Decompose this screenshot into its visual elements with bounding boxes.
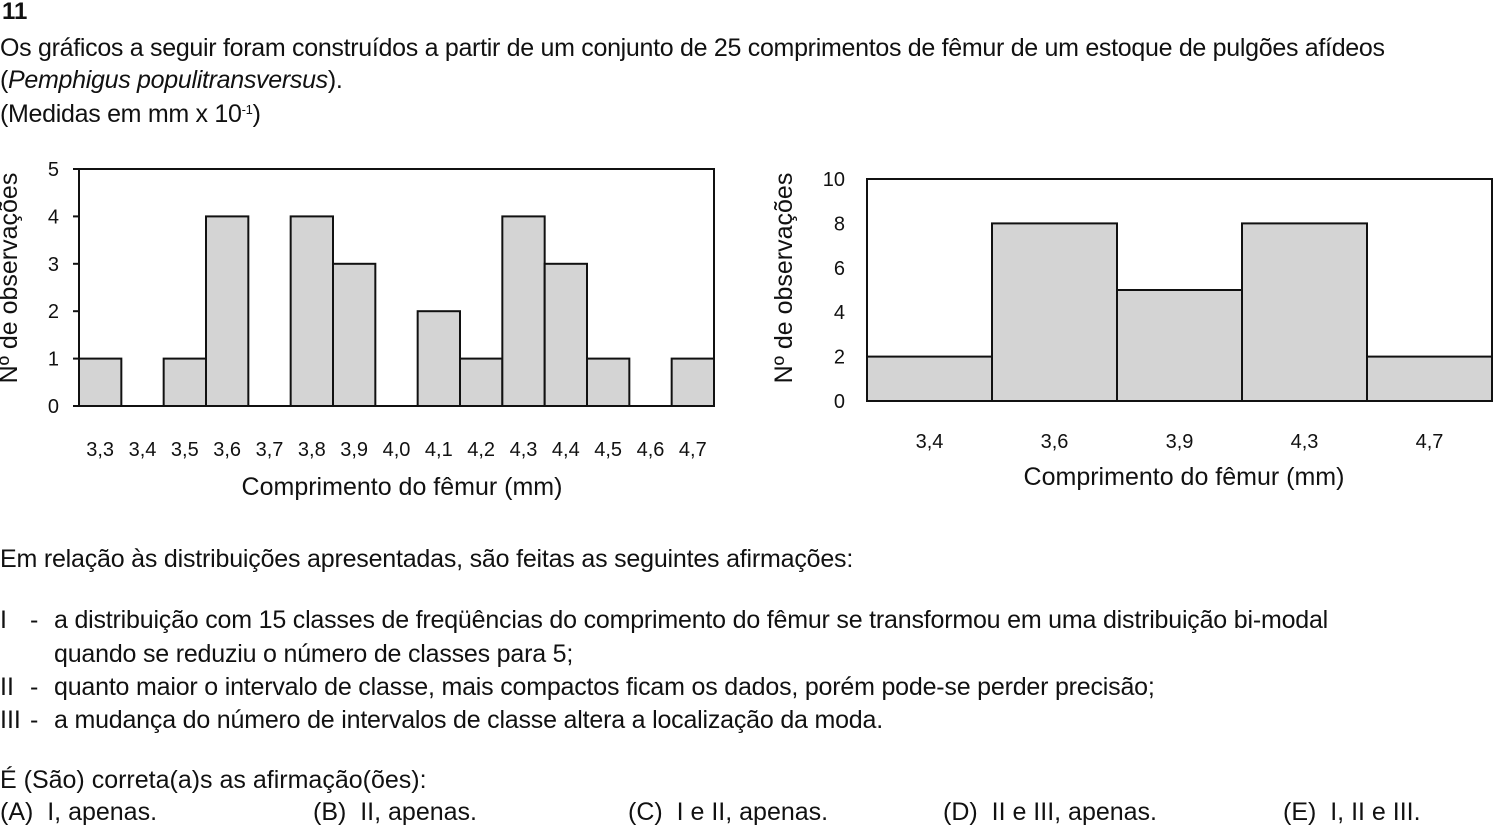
c1-ytick-label: 5 bbox=[48, 159, 59, 181]
units-suffix: ) bbox=[252, 100, 261, 128]
bar bbox=[1241, 222, 1368, 403]
option-c-letter: (C) bbox=[628, 798, 663, 826]
c1-xtick-label: 3,3 bbox=[86, 439, 114, 461]
c2-xtick-label: 4,3 bbox=[1291, 431, 1319, 453]
c1-xtick-label: 3,6 bbox=[213, 439, 241, 461]
chart2-xlabel: Comprimento do fêmur (mm) bbox=[1024, 463, 1345, 491]
c2-ytick-label: 0 bbox=[834, 391, 845, 413]
c1-ytick-label: 1 bbox=[48, 349, 59, 371]
bar bbox=[416, 310, 461, 407]
option-e-text: I, II e III. bbox=[1330, 798, 1421, 826]
c1-xtick-label: 3,7 bbox=[256, 439, 284, 461]
bar bbox=[991, 222, 1118, 403]
c1-xtick-label: 4,7 bbox=[679, 439, 707, 461]
option-e-letter: (E) bbox=[1283, 798, 1317, 826]
c1-xtick-label: 3,4 bbox=[129, 439, 157, 461]
statement-1-dash: - bbox=[30, 606, 39, 634]
species-open: ( bbox=[0, 66, 9, 94]
c1-xtick-label: 3,5 bbox=[171, 439, 199, 461]
c1-xtick-label: 4,0 bbox=[383, 439, 411, 461]
c1-ytick-label: 3 bbox=[48, 254, 59, 276]
statement-2-dash: - bbox=[30, 673, 39, 701]
c1-xtick-label: 4,5 bbox=[594, 439, 622, 461]
bar bbox=[289, 215, 334, 408]
units-note: (Medidas em mm x 10-1) bbox=[0, 99, 261, 129]
bar bbox=[586, 357, 631, 408]
chart1-xlabel: Comprimento do fêmur (mm) bbox=[242, 473, 563, 501]
c2-xtick-label: 3,4 bbox=[916, 431, 944, 453]
statement-2-roman: II bbox=[0, 673, 14, 701]
intro-text: Os gráficos a seguir foram construídos a… bbox=[0, 34, 1385, 62]
species-close: ). bbox=[327, 66, 343, 94]
bar bbox=[162, 357, 208, 408]
c1-ytick-label: 2 bbox=[48, 301, 59, 323]
option-b-text: II, apenas. bbox=[360, 798, 477, 826]
option-b-letter: (B) bbox=[313, 798, 347, 826]
units-prefix: (Medidas em mm x 10 bbox=[0, 100, 242, 128]
c1-ytick-label: 0 bbox=[48, 396, 59, 418]
option-d[interactable]: (D) II e III, apenas. bbox=[943, 798, 1157, 827]
option-c-text: I e II, apenas. bbox=[676, 798, 829, 826]
bar bbox=[501, 215, 546, 408]
statement-2-line1: quanto maior o intervalo de classe, mais… bbox=[54, 673, 1155, 701]
bar bbox=[866, 355, 993, 403]
c2-ytick-label: 8 bbox=[834, 213, 845, 235]
statement-3-dash: - bbox=[30, 706, 39, 734]
chart1-ylabel: Nº de observações bbox=[0, 173, 23, 384]
bar bbox=[205, 215, 250, 408]
option-a-letter: (A) bbox=[0, 798, 34, 826]
option-d-text: II e III, apenas. bbox=[991, 798, 1158, 826]
c2-ytick-label: 4 bbox=[834, 302, 845, 324]
histogram-5-classes: Nº de observações Comprimento do fêmur (… bbox=[770, 169, 1493, 491]
c2-ytick-label: 6 bbox=[834, 258, 845, 280]
option-e[interactable]: (E) I, II e III. bbox=[1283, 798, 1421, 827]
c1-ytick-label: 4 bbox=[48, 206, 59, 228]
c1-xtick-label: 4,2 bbox=[467, 439, 495, 461]
chart2-ylabel: Nº de observações bbox=[770, 173, 798, 384]
histogram-15-classes: Nº de observações Comprimento do fêmur (… bbox=[0, 159, 716, 501]
option-d-letter: (D) bbox=[943, 798, 978, 826]
question-prompt: É (São) correta(a)s as afirmação(ões): bbox=[0, 766, 427, 794]
species-line: (Pemphigus populitransversus). bbox=[0, 65, 343, 95]
chart2-frame bbox=[866, 178, 1493, 402]
c1-xtick-label: 4,1 bbox=[425, 439, 453, 461]
species-name: Pemphigus populitransversus bbox=[8, 66, 328, 94]
statement-1-line1: a distribuição com 15 classes de freqüên… bbox=[54, 606, 1329, 634]
c1-xtick-label: 4,4 bbox=[552, 439, 580, 461]
option-a[interactable]: (A) I, apenas. bbox=[0, 798, 157, 827]
bar bbox=[78, 357, 123, 408]
question-number: 11 bbox=[2, 0, 28, 25]
statement-3-line1: a mudança do número de intervalos de cla… bbox=[54, 706, 883, 734]
statement-1-line2: quando se reduziu o número de classes pa… bbox=[54, 640, 574, 668]
bar bbox=[459, 357, 504, 408]
bar bbox=[670, 357, 716, 408]
option-a-text: I, apenas. bbox=[47, 798, 158, 826]
bar bbox=[1116, 289, 1243, 402]
bar bbox=[1366, 355, 1493, 403]
bar bbox=[543, 262, 589, 407]
units-exponent: -1 bbox=[241, 102, 253, 117]
statements-lead: Em relação às distribuições apresentadas… bbox=[0, 545, 854, 573]
c1-xtick-label: 4,3 bbox=[510, 439, 538, 461]
c2-ytick-label: 2 bbox=[834, 347, 845, 369]
option-b[interactable]: (B) II, apenas. bbox=[313, 798, 477, 827]
c2-xtick-label: 3,6 bbox=[1041, 431, 1069, 453]
option-c[interactable]: (C) I e II, apenas. bbox=[628, 798, 828, 827]
c1-xtick-label: 4,6 bbox=[637, 439, 665, 461]
c1-xtick-label: 3,8 bbox=[298, 439, 326, 461]
c2-ytick-label: 10 bbox=[823, 169, 845, 191]
c1-xtick-label: 3,9 bbox=[340, 439, 368, 461]
statement-3-roman: III bbox=[0, 706, 21, 734]
c2-xtick-label: 4,7 bbox=[1416, 431, 1444, 453]
statement-1-roman: I bbox=[0, 606, 7, 634]
c2-xtick-label: 3,9 bbox=[1166, 431, 1194, 453]
bar bbox=[332, 262, 377, 407]
